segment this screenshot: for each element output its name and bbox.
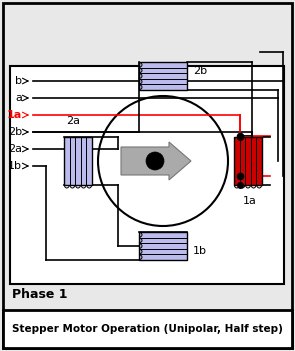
Bar: [10, 66, 284, 284]
Text: 1a: 1a: [7, 110, 22, 120]
Text: 1b: 1b: [8, 161, 22, 171]
Text: 1b: 1b: [193, 246, 207, 256]
FancyArrow shape: [121, 142, 191, 180]
Text: Stepper Motor Operation (Unipolar, Half step): Stepper Motor Operation (Unipolar, Half …: [12, 324, 282, 334]
Text: b: b: [15, 76, 22, 86]
Circle shape: [146, 152, 164, 170]
Text: 1a: 1a: [243, 196, 257, 206]
Circle shape: [98, 96, 228, 226]
Bar: [64, 137, 92, 185]
Text: 2b: 2b: [8, 127, 22, 137]
Text: 2a: 2a: [8, 144, 22, 154]
Text: 2a: 2a: [66, 116, 80, 126]
Bar: [139, 232, 187, 260]
Text: Phase 1: Phase 1: [12, 289, 68, 302]
Bar: [139, 62, 187, 90]
Bar: [234, 137, 262, 185]
Text: a: a: [15, 93, 22, 103]
Text: 2b: 2b: [193, 66, 207, 76]
Bar: [3, 310, 292, 348]
